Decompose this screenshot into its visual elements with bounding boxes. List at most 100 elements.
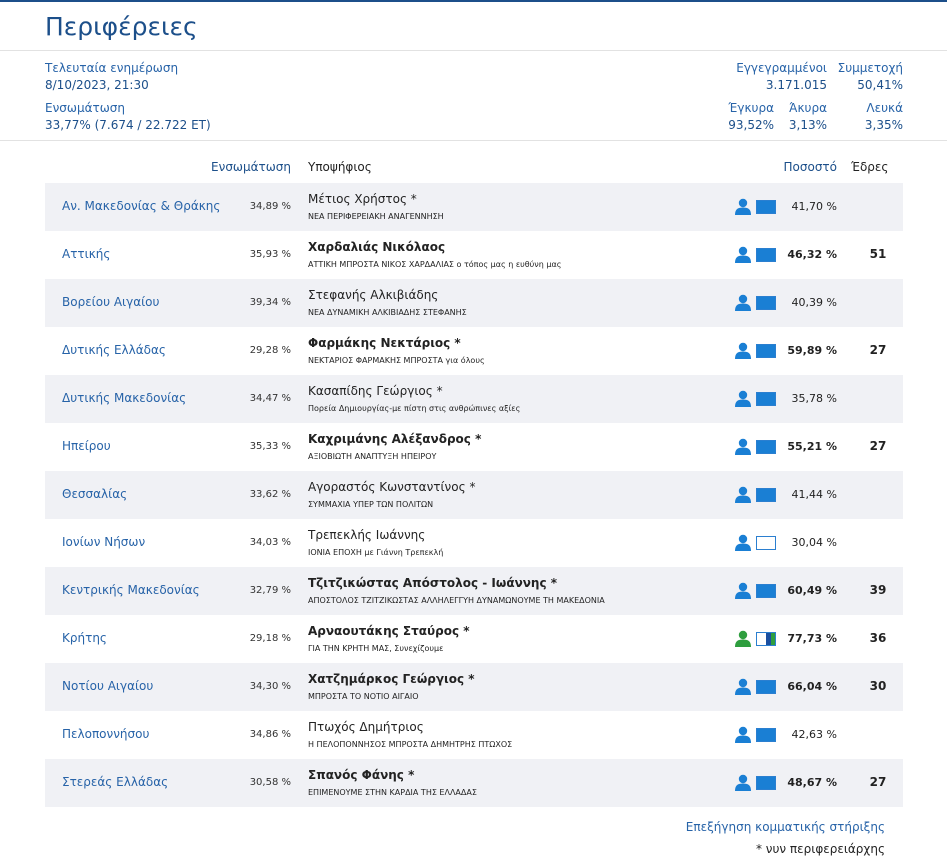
person-icon (735, 342, 751, 359)
table-row: Αττικής 35,93 % Χαρδαλιάς Νικόλαος ΑΤΤΙΚΗ Μ… (45, 231, 903, 279)
candidate-name: Χαρδαλιάς Νικόλαος (308, 240, 446, 254)
stat-label: Έγκυρα (728, 101, 774, 115)
person-icon (735, 582, 751, 599)
table-row: Νοτίου Αιγαίου 34,30 % Χατζημάρκος Γεώργιο… (45, 663, 903, 711)
stat-value: 33,77% (7.674 / 22.722 ΕΤ) (45, 118, 211, 132)
seats: 39 (869, 583, 887, 597)
region-name[interactable]: Νοτίου Αιγαίου (62, 679, 154, 693)
person-icon (735, 390, 751, 407)
vote-percent: 60,49 % (787, 584, 837, 597)
person-icon (735, 486, 751, 503)
party-name: Η ΠΕΛΟΠΟΝΝΗΣΟΣ ΜΠΡΟΣΤΑ ΔΗΜΗΤΡΗΣ ΠΤΩΧΟΣ (308, 740, 513, 749)
vote-percent: 41,70 % (791, 200, 837, 213)
party-color (756, 488, 776, 502)
person-icon (735, 294, 751, 311)
person-icon (735, 774, 751, 791)
table-row: Δυτικής Ελλάδας 29,28 % Φαρμάκης Νεκτάριος… (45, 327, 903, 375)
person-icon (735, 630, 751, 647)
vote-percent: 35,78 % (791, 392, 837, 405)
region-name[interactable]: Ηπείρου (62, 439, 111, 453)
party-color (756, 536, 776, 550)
vote-percent: 59,89 % (787, 344, 837, 357)
party-name: ΙΟΝΙΑ ΕΠΟΧΗ με Γιάννη Τρεπεκλή (308, 548, 444, 557)
candidate-name: Στεφανής Αλκιβιάδης (308, 288, 439, 302)
party-color (756, 728, 776, 742)
party-name: ΜΠΡΟΣΤΑ ΤΟ ΝΟΤΙΟ ΑΙΓΑΙΟ (308, 692, 419, 701)
party-name: ΝΕΚΤΑΡΙΟΣ ΦΑΡΜΑΚΗΣ ΜΠΡΟΣΤΑ για όλους (308, 356, 485, 365)
party-color (756, 200, 776, 214)
party-name: ΕΠΙΜΕΝΟΥΜΕ ΣΤΗΝ ΚΑΡΔΙΑ ΤΗΣ ΕΛΛΑΔΑΣ (308, 788, 477, 797)
region-name[interactable]: Βορείου Αιγαίου (62, 295, 160, 309)
candidate-name: Καχριμάνης Αλέξανδρος * (308, 432, 482, 446)
region-name[interactable]: Δυτικής Μακεδονίας (62, 391, 187, 405)
table-row: Πελοποννήσου 34,86 % Πτωχός Δημήτριος Η ΠΕΛ… (45, 711, 903, 759)
counted-percent: 33,62 % (249, 489, 291, 500)
region-name[interactable]: Κρήτης (62, 631, 107, 645)
stat-value: 3.171.015 (765, 78, 827, 92)
stat-value: 3,35% (864, 118, 903, 132)
explanation-link[interactable]: Επεξήγηση κομματικής στήριξης (685, 820, 885, 834)
counted-percent: 30,58 % (249, 777, 291, 788)
table-row: Αν. Μακεδονίας & Θράκης 34,89 % Μέτιος Χρή… (45, 183, 903, 231)
counted-percent: 34,30 % (249, 681, 291, 692)
counted-percent: 35,33 % (249, 441, 291, 452)
seats: 36 (869, 631, 887, 645)
counted-percent: 29,28 % (249, 345, 291, 356)
seats: 30 (869, 679, 887, 693)
seats: 51 (869, 247, 887, 261)
person-icon (735, 726, 751, 743)
stat-value: 93,52% (728, 118, 774, 132)
candidate-name: Τρεπεκλής Ιωάννης (308, 528, 426, 542)
person-icon (735, 246, 751, 263)
table-row: Στερεάς Ελλάδας 30,58 % Σπανός Φάνης * ΕΠΙΜ… (45, 759, 903, 807)
vote-percent: 48,67 % (787, 776, 837, 789)
divider (0, 50, 947, 51)
party-name: ΣΥΜΜΑΧΙΑ ΥΠΕΡ ΤΩΝ ΠΟΛΙΤΩΝ (308, 500, 434, 509)
table-row: Θεσσαλίας 33,62 % Αγοραστός Κωνσταντίνος *… (45, 471, 903, 519)
candidate-name: Αρναουτάκης Σταύρος * (308, 624, 470, 638)
party-name: ΝΕΑ ΠΕΡΙΦΕΡΕΙΑΚΗ ΑΝΑΓΕΝΝΗΣΗ (308, 212, 444, 221)
party-color (756, 440, 776, 454)
candidate-name: Μέτιος Χρήστος * (308, 192, 417, 206)
candidate-name: Πτωχός Δημήτριος (308, 720, 424, 734)
region-name[interactable]: Πελοποννήσου (62, 727, 150, 741)
region-name[interactable]: Ιονίων Νήσων (62, 535, 146, 549)
party-name: ΑΞΙΟΒΙΩΤΗ ΑΝΑΠΤΥΞΗ ΗΠΕΙΡΟΥ (308, 452, 437, 461)
region-name[interactable]: Αττικής (62, 247, 111, 261)
counted-percent: 34,89 % (249, 201, 291, 212)
candidate-name: Φαρμάκης Νεκτάριος * (308, 336, 461, 350)
vote-percent: 42,63 % (791, 728, 837, 741)
column-header: Υποψήφιος (308, 160, 372, 174)
column-header: Ποσοστό (783, 160, 837, 174)
vote-percent: 55,21 % (787, 440, 837, 453)
region-name[interactable]: Κεντρικής Μακεδονίας (62, 583, 200, 597)
region-name[interactable]: Θεσσαλίας (62, 487, 128, 501)
party-color (756, 680, 776, 694)
region-name[interactable]: Αν. Μακεδονίας & Θράκης (62, 199, 221, 213)
party-color (756, 632, 776, 646)
counted-percent: 35,93 % (249, 249, 291, 260)
table-row: Ιονίων Νήσων 34,03 % Τρεπεκλής Ιωάννης ΙΟΝΙ… (45, 519, 903, 567)
party-color (756, 248, 776, 262)
stat-label: Άκυρα (789, 101, 827, 115)
vote-percent: 66,04 % (787, 680, 837, 693)
party-name: ΑΤΤΙΚΗ ΜΠΡΟΣΤΑ ΝΙΚΟΣ ΧΑΡΔΑΛΙΑΣ ο τόπος μ… (308, 260, 562, 269)
region-name[interactable]: Στερεάς Ελλάδας (62, 775, 169, 789)
stat-value: 8/10/2023, 21:30 (45, 78, 149, 92)
column-header: Ενσωμάτωση (211, 160, 291, 174)
table-row: Κρήτης 29,18 % Αρναουτάκης Σταύρος * ΓΙΑ ΤΗ… (45, 615, 903, 663)
stat-label: Ενσωμάτωση (45, 101, 125, 115)
person-icon (735, 198, 751, 215)
counted-percent: 32,79 % (249, 585, 291, 596)
party-name: ΝΕΑ ΔΥΝΑΜΙΚΗ ΑΛΚΙΒΙΑΔΗΣ ΣΤΕΦΑΝΗΣ (308, 308, 467, 317)
person-icon (735, 438, 751, 455)
divider (0, 140, 947, 141)
region-name[interactable]: Δυτικής Ελλάδας (62, 343, 166, 357)
page-title: Περιφέρειες (45, 12, 198, 41)
table-row: Βορείου Αιγαίου 39,34 % Στεφανής Αλκιβιάδη… (45, 279, 903, 327)
counted-percent: 34,03 % (249, 537, 291, 548)
vote-percent: 41,44 % (791, 488, 837, 501)
vote-percent: 46,32 % (787, 248, 837, 261)
candidate-name: Σπανός Φάνης * (308, 768, 415, 782)
vote-percent: 77,73 % (787, 632, 837, 645)
